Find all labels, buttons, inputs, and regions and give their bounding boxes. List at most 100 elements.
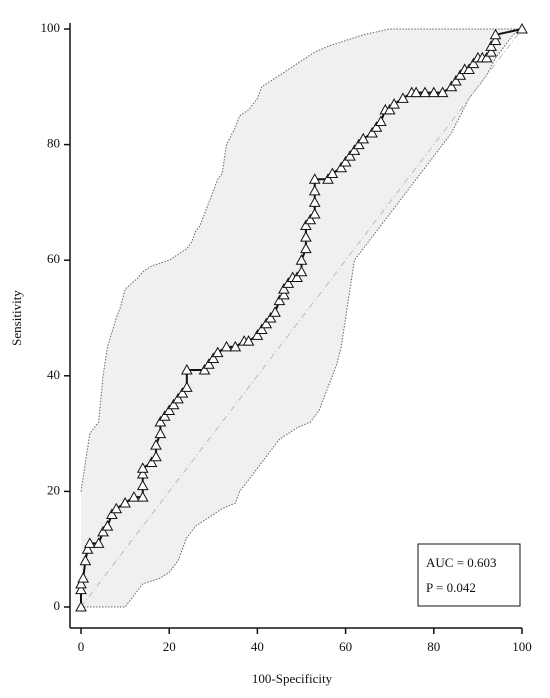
plot-area: 0 20 40 60 80 100 0 20 40 60 80 100 <box>41 20 532 654</box>
roc-point <box>410 86 423 98</box>
roc-point <box>273 294 286 306</box>
y-tick-label: 40 <box>47 367 60 382</box>
roc-point <box>485 40 497 51</box>
roc-point <box>348 144 361 155</box>
roc-point <box>220 340 233 352</box>
roc-point <box>375 115 387 126</box>
ci-upper-line <box>80 28 522 492</box>
x-tick-label: 20 <box>163 639 176 654</box>
roc-point <box>251 329 264 340</box>
y-tick-label: 60 <box>47 251 60 266</box>
x-tick-label: 100 <box>512 639 532 654</box>
roc-point <box>467 57 480 69</box>
roc-point <box>300 231 312 242</box>
roc-point <box>427 86 440 98</box>
y-axis-label: Sensitivity <box>9 290 24 346</box>
annotation: P = 0.042 <box>426 580 476 595</box>
roc-point <box>335 161 348 173</box>
roc-point <box>445 80 458 92</box>
roc-point <box>255 323 268 335</box>
roc-point <box>119 496 131 508</box>
roc-point <box>83 537 96 548</box>
roc-point <box>211 346 224 358</box>
roc-point <box>203 358 215 369</box>
roc-point <box>163 404 176 415</box>
roc-point <box>308 173 321 184</box>
roc-point <box>419 86 431 98</box>
roc-point <box>154 427 167 439</box>
y-tick-label: 20 <box>47 482 60 497</box>
roc-point <box>75 577 87 589</box>
x-tick-label: 0 <box>78 639 85 654</box>
y-tick-label: 100 <box>41 20 61 35</box>
roc-point <box>172 392 184 404</box>
reference-diagonal <box>80 28 523 608</box>
roc-point <box>295 265 308 277</box>
roc-point <box>150 450 162 462</box>
roc-point <box>150 439 162 450</box>
roc-point <box>154 416 167 427</box>
ci-band-cut <box>81 29 522 607</box>
ci-lower-line <box>81 28 523 608</box>
roc-point <box>97 525 109 537</box>
roc-point <box>77 572 90 583</box>
roc-point <box>75 600 87 612</box>
roc-point <box>383 103 396 115</box>
x-tick-label: 80 <box>427 639 440 654</box>
roc-point <box>278 283 290 294</box>
roc-point <box>260 317 273 329</box>
roc-point <box>388 98 400 109</box>
y-tick-label: 0 <box>54 598 61 613</box>
roc-point <box>454 69 467 80</box>
roc-point <box>92 537 105 548</box>
roc-point <box>207 352 220 363</box>
roc-point <box>304 213 317 225</box>
roc-point <box>110 502 123 514</box>
x-tick-label: 60 <box>339 639 352 654</box>
roc-point <box>352 138 365 150</box>
roc-point <box>300 219 312 231</box>
roc-point <box>101 520 114 531</box>
roc-point <box>308 196 321 207</box>
roc-point <box>450 74 462 86</box>
roc-point <box>79 554 92 566</box>
roc-point <box>136 491 149 502</box>
roc-point <box>308 207 321 219</box>
roc-point <box>106 508 118 520</box>
x-axis-label: 100-Specificity <box>252 671 333 686</box>
roc-point <box>198 363 211 375</box>
roc-point <box>489 28 502 40</box>
roc-point <box>295 254 308 265</box>
roc-point <box>242 335 255 346</box>
x-tick-label: 40 <box>251 639 264 654</box>
roc-point <box>167 398 180 410</box>
roc-point <box>485 46 497 57</box>
y-tick-label: 80 <box>47 136 60 151</box>
roc-point <box>370 121 383 132</box>
roc-point <box>436 86 449 98</box>
roc-point <box>480 51 493 63</box>
roc-point <box>326 167 339 178</box>
roc-point <box>278 288 290 300</box>
roc-point <box>282 277 295 288</box>
roc-point <box>291 271 303 283</box>
roc-point <box>136 468 149 479</box>
roc-point <box>128 491 140 502</box>
roc-point <box>322 173 334 184</box>
roc-point <box>357 132 370 144</box>
roc-point <box>269 306 281 317</box>
roc-point <box>158 410 171 421</box>
roc-point <box>264 311 277 323</box>
roc-point <box>136 462 149 473</box>
roc-point <box>366 127 378 138</box>
roc-point <box>136 479 149 491</box>
roc-point <box>229 340 242 352</box>
roc-point <box>397 92 409 103</box>
roc-point <box>180 381 193 392</box>
roc-point <box>489 34 502 46</box>
annotation-box <box>417 543 521 607</box>
roc-point <box>180 363 193 375</box>
roc-point <box>145 456 158 467</box>
roc-point <box>516 22 528 34</box>
